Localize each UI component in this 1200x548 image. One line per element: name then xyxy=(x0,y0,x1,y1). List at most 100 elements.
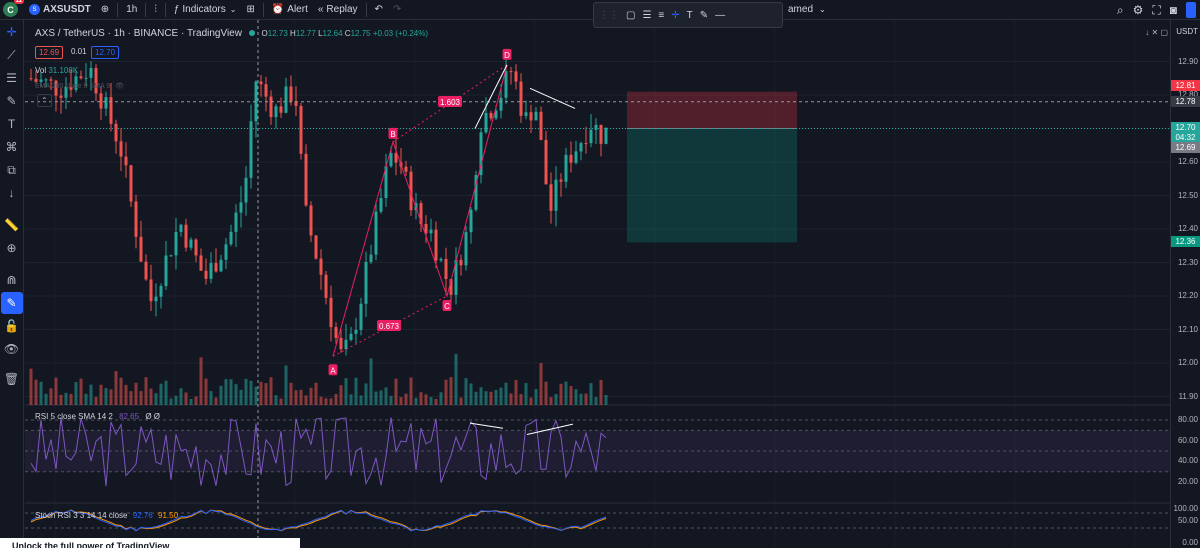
volume-bar xyxy=(119,377,123,405)
brush-tool-icon[interactable]: ✎ xyxy=(6,94,17,108)
volume-bar xyxy=(209,391,213,405)
drag-handle-icon[interactable]: ⋮⋮ xyxy=(599,9,619,21)
axis-currency[interactable]: USDT xyxy=(1176,27,1198,36)
gear-icon[interactable]: ⚙ xyxy=(1132,3,1144,17)
redo-icon[interactable]: ↷ xyxy=(392,4,402,15)
lock-icon[interactable]: 🔓 xyxy=(4,319,19,333)
pattern-point-d: D xyxy=(504,51,510,60)
fib-tool-icon[interactable]: ☰ xyxy=(6,71,17,85)
divider xyxy=(262,2,264,17)
candle-body xyxy=(579,143,583,152)
stoch-k-line xyxy=(30,509,607,532)
undo-icon[interactable]: ↶ xyxy=(374,4,383,15)
coin-icon: S xyxy=(29,4,40,15)
promo-banner[interactable]: Unlock the full power of TradingView xyxy=(0,538,300,548)
volume-bar xyxy=(199,357,203,405)
volume-bar xyxy=(349,394,353,405)
camera-icon[interactable]: ◙ xyxy=(1169,3,1177,17)
arrow-down-icon[interactable]: ↓ xyxy=(8,186,15,200)
text-tool-icon[interactable]: T xyxy=(7,117,16,131)
replay-button[interactable]: « Replay xyxy=(317,4,358,15)
symbol-search-button[interactable]: S AXSUSDT xyxy=(24,0,96,20)
interval-button[interactable]: 1h xyxy=(126,4,138,15)
magnet-icon[interactable]: ⋒ xyxy=(6,273,17,287)
search-icon[interactable]: ⌕ xyxy=(1116,2,1124,17)
volume-bar xyxy=(404,393,408,405)
crosshair-tool-icon[interactable]: ✛ xyxy=(6,25,17,39)
volume-bar xyxy=(194,396,198,405)
volume-bar xyxy=(154,393,158,405)
candle-body xyxy=(359,303,363,330)
restore-icon[interactable]: ▢ xyxy=(1160,28,1168,37)
indicators-button[interactable]: ƒ Indicators ⌄ xyxy=(173,4,237,15)
price-tick-label: 12.30 xyxy=(1177,257,1198,267)
line-style-icon[interactable]: — xyxy=(715,9,726,21)
pattern-point-c: C xyxy=(444,302,450,311)
ruler-icon[interactable]: 📏 xyxy=(4,218,19,232)
volume-bar xyxy=(439,392,443,405)
trash-icon[interactable]: 🗑 xyxy=(3,372,20,386)
volume-bar xyxy=(304,395,308,405)
candle-body xyxy=(39,79,43,82)
candle-body xyxy=(174,232,178,256)
pattern-point-d-bg xyxy=(502,48,512,60)
candle-body xyxy=(469,209,473,233)
stop-loss-price-tag: 12.81 xyxy=(1171,79,1200,91)
volume-bar xyxy=(89,384,93,405)
alert-button[interactable]: ⏰ Alert xyxy=(271,4,308,15)
template-icon[interactable]: ≡ xyxy=(658,9,665,21)
prediction-tool-icon[interactable]: ⧉ xyxy=(7,162,16,177)
legend-row: AXS / TetherUS · 1h · BINANCE · TradingV… xyxy=(35,28,428,39)
candle-body xyxy=(409,171,413,211)
chart-type-icon[interactable]: ⫶ xyxy=(154,4,157,15)
zoom-icon[interactable]: ⊕ xyxy=(6,241,17,255)
buy-price-button[interactable]: 12.70 xyxy=(91,46,120,59)
layout-name-button[interactable]: amed ⌄ xyxy=(788,4,826,15)
volume-bar xyxy=(69,393,73,405)
volume-bar xyxy=(454,353,458,405)
profile-avatar[interactable]: C 11 xyxy=(3,0,24,17)
text-icon[interactable]: T xyxy=(686,9,693,21)
brush-icon[interactable]: ✎ xyxy=(699,9,709,21)
sell-price-button[interactable]: 12.69 xyxy=(35,46,64,59)
stay-drawing-icon[interactable]: ✎ xyxy=(0,292,23,314)
volume-bar xyxy=(594,396,598,405)
layouts-icon[interactable]: ⊞ xyxy=(246,4,255,15)
candle-body xyxy=(519,81,523,116)
chart-area[interactable]: A B C D 0.673 1.603 AXS / TetherUS · 1h · BIN… xyxy=(25,20,1170,548)
chart-canvas[interactable]: A B C D 0.673 1.603 xyxy=(25,20,1170,548)
close-icon[interactable]: ✕ xyxy=(1151,28,1159,37)
price-axis[interactable]: USDT 12.90 12.80 12.70 12.60 12.50 12.40 12.30… xyxy=(1170,20,1200,548)
candle-body xyxy=(499,97,503,111)
volume-bar xyxy=(279,398,283,405)
compare-symbol-icon[interactable]: ⊕ xyxy=(100,4,110,15)
fullscreen-icon[interactable]: ⛶ xyxy=(1152,2,1161,17)
volume-bar xyxy=(479,387,483,405)
settings-lines-icon[interactable]: ☰ xyxy=(642,9,652,21)
ratio-label-xab: 0.673 xyxy=(379,322,400,331)
volume-bar xyxy=(224,379,228,405)
trend-line-icon[interactable]: ⟋ xyxy=(7,47,16,62)
divider xyxy=(117,2,119,17)
pattern-tool-icon[interactable]: ⌘ xyxy=(5,140,18,154)
volume-bar xyxy=(314,382,318,405)
eye-icon[interactable]: 👁 xyxy=(3,342,20,356)
volume-bar xyxy=(464,378,468,405)
candle-body xyxy=(34,78,38,82)
legend-exchange: BINANCE xyxy=(133,28,179,39)
volume-bar xyxy=(604,394,608,405)
candle-body xyxy=(89,68,93,78)
divider xyxy=(145,2,147,17)
volume-bar xyxy=(34,379,38,405)
volume-bar xyxy=(324,398,328,405)
candle-body xyxy=(514,71,518,82)
arrow-down-icon[interactable]: ↓ xyxy=(1145,28,1150,37)
crosshair-icon[interactable]: ✛ xyxy=(671,9,680,21)
publish-button[interactable] xyxy=(1186,2,1196,18)
volume-bar xyxy=(179,388,183,405)
frame-icon[interactable]: ▢ xyxy=(626,9,636,21)
collapse-legend-button[interactable]: ⌃ xyxy=(37,94,52,107)
volume-bar xyxy=(289,382,293,405)
volume-bar xyxy=(84,393,88,405)
eye-icon[interactable]: 👁 xyxy=(115,83,124,90)
